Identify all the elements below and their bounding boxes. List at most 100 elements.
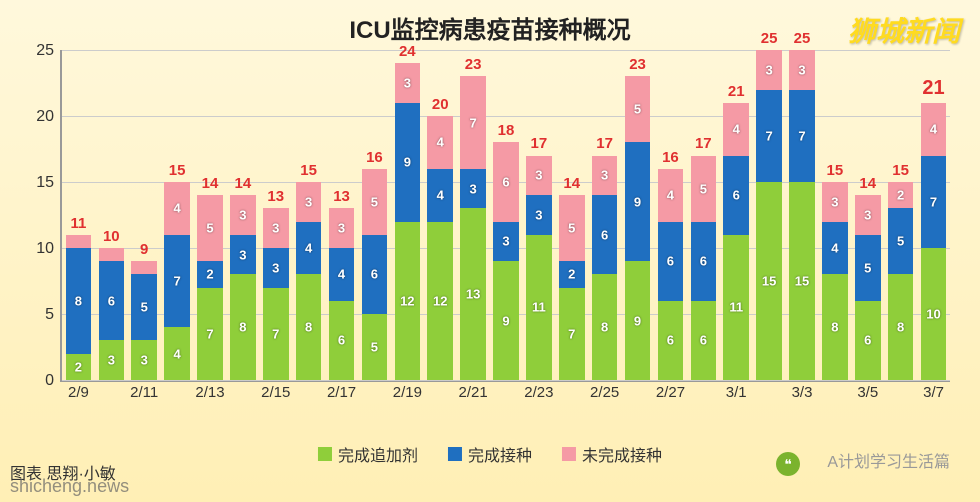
bar-segment-booster: 13 bbox=[460, 208, 486, 380]
bar-segment-partial: 4 bbox=[164, 182, 190, 235]
bar-segment-booster: 15 bbox=[789, 182, 815, 380]
legend-item: 未完成接种 bbox=[562, 442, 662, 466]
y-tick-label: 0 bbox=[45, 372, 54, 390]
total-label: 15 bbox=[827, 162, 844, 179]
bar-segment-booster: 3 bbox=[99, 340, 125, 380]
bar-group: 65314 bbox=[855, 50, 881, 380]
bar-segment-full: 6 bbox=[658, 222, 684, 301]
bar-segment-full: 3 bbox=[263, 248, 289, 288]
segment-value: 3 bbox=[108, 353, 115, 368]
chart-container: ICU监控病患疫苗接种概况 0510152025 281136103594741… bbox=[20, 10, 960, 442]
segment-value: 3 bbox=[338, 221, 345, 236]
bar-group: 85215 bbox=[888, 50, 914, 380]
segment-value: 3 bbox=[272, 221, 279, 236]
segment-value: 7 bbox=[930, 194, 937, 209]
bar-group: 84315 bbox=[296, 50, 322, 380]
segment-value: 4 bbox=[930, 122, 937, 137]
legend-label: 完成追加剂 bbox=[338, 442, 418, 466]
segment-value: 5 bbox=[897, 234, 904, 249]
bar-group: 66517 bbox=[691, 50, 717, 380]
bar-segment-booster: 7 bbox=[197, 288, 223, 380]
segment-value: 2 bbox=[568, 267, 575, 282]
x-tick-label: 2/21 bbox=[459, 384, 488, 401]
bar-segment-booster: 11 bbox=[723, 235, 749, 380]
bar-segment-partial: 3 bbox=[395, 63, 421, 103]
bar-segment-partial: 4 bbox=[921, 103, 947, 156]
bar-segment-booster: 9 bbox=[493, 261, 519, 380]
bar-segment-booster: 3 bbox=[131, 340, 157, 380]
bar-segment-partial: 3 bbox=[526, 156, 552, 196]
bar-group: 66416 bbox=[658, 50, 684, 380]
total-label: 15 bbox=[300, 162, 317, 179]
bar-group: 99523 bbox=[625, 50, 651, 380]
segment-value: 6 bbox=[700, 254, 707, 269]
total-label: 24 bbox=[399, 43, 416, 60]
bar-group: 133723 bbox=[460, 50, 486, 380]
segment-value: 7 bbox=[206, 326, 213, 341]
bar-group: 73313 bbox=[263, 50, 289, 380]
bar-segment-partial: 6 bbox=[493, 142, 519, 221]
total-label: 16 bbox=[662, 149, 679, 166]
bar-segment-partial: 5 bbox=[691, 156, 717, 222]
bar-group: 83314 bbox=[230, 50, 256, 380]
segment-value: 7 bbox=[173, 274, 180, 289]
total-label: 14 bbox=[235, 175, 252, 192]
bar-segment-partial: 5 bbox=[362, 169, 388, 235]
total-label: 17 bbox=[695, 135, 712, 152]
segment-value: 6 bbox=[667, 333, 674, 348]
x-tick-label: 2/19 bbox=[393, 384, 422, 401]
plot-area: 0510152025 28113610359474157251483314733… bbox=[60, 50, 950, 382]
bar-group: 86317 bbox=[592, 50, 618, 380]
bar-segment-full: 4 bbox=[296, 222, 322, 275]
wechat-icon: ❝ bbox=[776, 452, 800, 476]
bar-segment-full: 6 bbox=[691, 222, 717, 301]
segment-value: 3 bbox=[864, 208, 871, 223]
legend-swatch bbox=[448, 447, 462, 461]
total-label: 23 bbox=[629, 56, 646, 73]
segment-value: 3 bbox=[535, 208, 542, 223]
bar-segment-full: 2 bbox=[559, 261, 585, 287]
total-label: 10 bbox=[103, 228, 120, 245]
chart-title: ICU监控病患疫苗接种概况 bbox=[20, 10, 960, 45]
segment-value: 7 bbox=[469, 115, 476, 130]
total-label: 15 bbox=[169, 162, 186, 179]
segment-value: 9 bbox=[404, 155, 411, 170]
bar-segment-full: 4 bbox=[427, 169, 453, 222]
bar-segment-full: 6 bbox=[99, 261, 125, 340]
legend-item: 完成接种 bbox=[448, 442, 532, 466]
bar-segment-full: 8 bbox=[66, 248, 92, 354]
bar-segment-partial: 5 bbox=[197, 195, 223, 261]
bar-segment-full: 7 bbox=[756, 90, 782, 182]
segment-value: 3 bbox=[404, 76, 411, 91]
segment-value: 13 bbox=[466, 287, 480, 302]
segment-value: 7 bbox=[272, 326, 279, 341]
segment-value: 7 bbox=[568, 326, 575, 341]
segment-value: 3 bbox=[305, 194, 312, 209]
bar-segment-full: 3 bbox=[526, 195, 552, 235]
total-label: 14 bbox=[202, 175, 219, 192]
total-label: 17 bbox=[596, 135, 613, 152]
segment-value: 6 bbox=[864, 333, 871, 348]
y-tick-label: 15 bbox=[36, 174, 54, 192]
x-axis-labels: 2/92/112/132/152/172/192/212/232/252/273… bbox=[62, 380, 950, 410]
bar-segment-partial: 4 bbox=[723, 103, 749, 156]
bar-segment-full: 4 bbox=[822, 222, 848, 275]
segment-value: 8 bbox=[601, 320, 608, 335]
segment-value: 3 bbox=[765, 62, 772, 77]
segment-value: 8 bbox=[239, 320, 246, 335]
segment-value: 3 bbox=[239, 247, 246, 262]
bar-segment-booster: 4 bbox=[164, 327, 190, 380]
segment-value: 8 bbox=[75, 293, 82, 308]
bar-segment-partial: 3 bbox=[789, 50, 815, 90]
bar-segment-partial: 2 bbox=[888, 182, 914, 208]
bar-segment-partial: 5 bbox=[625, 76, 651, 142]
bar-segment-partial: 3 bbox=[855, 195, 881, 235]
bar-segment-booster: 5 bbox=[362, 314, 388, 380]
bar-segment-booster: 11 bbox=[526, 235, 552, 380]
x-tick-label: 2/15 bbox=[261, 384, 290, 401]
bar-group: 157325 bbox=[789, 50, 815, 380]
bar-segment-partial bbox=[131, 261, 157, 274]
bar-segment-full: 4 bbox=[329, 248, 355, 301]
bar-segment-partial: 4 bbox=[658, 169, 684, 222]
segment-value: 6 bbox=[502, 175, 509, 190]
